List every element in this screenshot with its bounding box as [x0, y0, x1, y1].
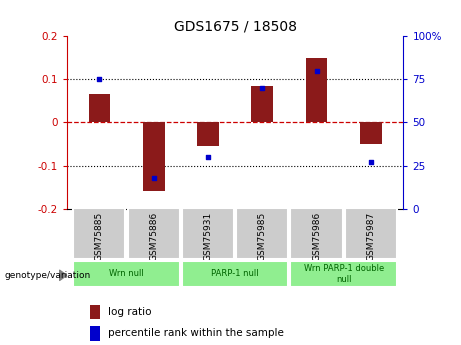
- Polygon shape: [59, 270, 67, 280]
- Text: GSM75987: GSM75987: [366, 211, 375, 260]
- Text: GSM75886: GSM75886: [149, 211, 158, 260]
- Bar: [197, 122, 219, 146]
- FancyBboxPatch shape: [128, 208, 180, 259]
- FancyBboxPatch shape: [73, 261, 180, 287]
- Point: [96, 77, 103, 82]
- Point: [367, 159, 374, 165]
- Point: [204, 154, 212, 160]
- FancyBboxPatch shape: [345, 208, 397, 259]
- Text: percentile rank within the sample: percentile rank within the sample: [108, 328, 284, 338]
- Point: [259, 85, 266, 91]
- Text: genotype/variation: genotype/variation: [5, 272, 91, 280]
- Bar: [360, 122, 382, 144]
- Bar: [306, 58, 327, 122]
- Bar: [143, 122, 165, 191]
- Text: GSM75885: GSM75885: [95, 211, 104, 260]
- FancyBboxPatch shape: [73, 208, 125, 259]
- Text: GSM75985: GSM75985: [258, 211, 267, 260]
- Text: GSM75931: GSM75931: [203, 211, 213, 260]
- Point: [150, 175, 157, 180]
- Bar: [89, 95, 110, 122]
- Bar: [251, 86, 273, 122]
- FancyBboxPatch shape: [182, 261, 288, 287]
- FancyBboxPatch shape: [236, 208, 288, 259]
- Point: [313, 68, 320, 73]
- Text: PARP-1 null: PARP-1 null: [211, 269, 259, 278]
- FancyBboxPatch shape: [90, 326, 100, 341]
- FancyBboxPatch shape: [182, 208, 234, 259]
- Text: GSM75986: GSM75986: [312, 211, 321, 260]
- Title: GDS1675 / 18508: GDS1675 / 18508: [174, 20, 296, 34]
- Text: Wrn PARP-1 double
null: Wrn PARP-1 double null: [303, 264, 384, 284]
- Text: log ratio: log ratio: [108, 307, 152, 317]
- Text: Wrn null: Wrn null: [109, 269, 144, 278]
- FancyBboxPatch shape: [290, 208, 343, 259]
- FancyBboxPatch shape: [90, 305, 100, 319]
- FancyBboxPatch shape: [290, 261, 397, 287]
